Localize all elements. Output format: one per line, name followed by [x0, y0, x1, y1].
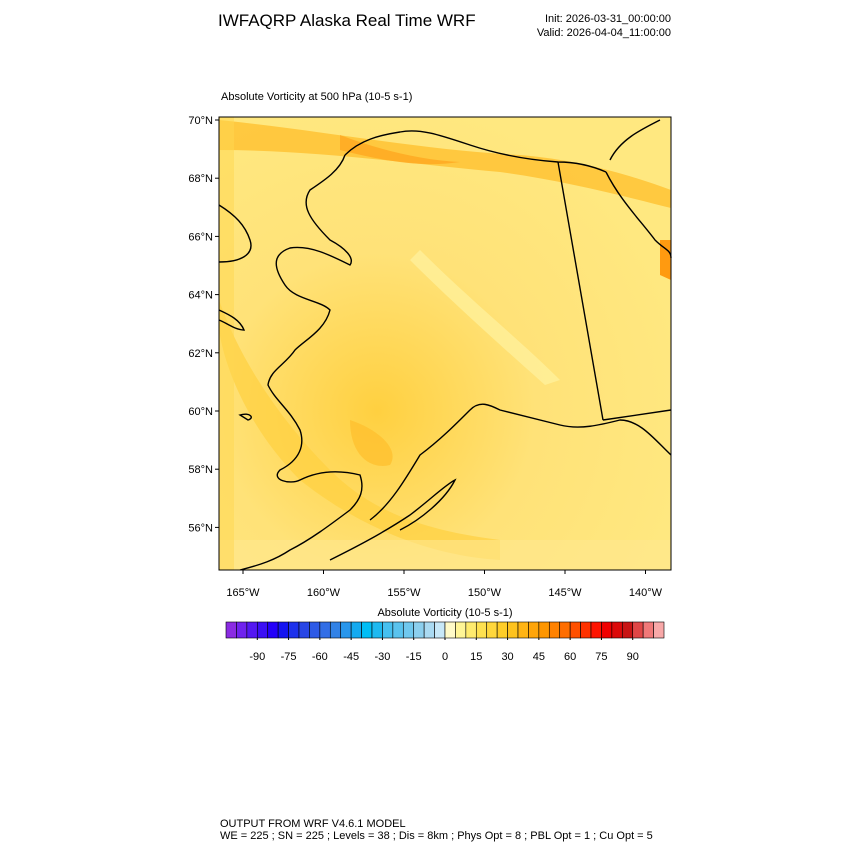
colorbar-box — [350, 621, 362, 639]
colorbar-box — [434, 621, 446, 639]
colorbar-box — [486, 621, 498, 639]
colorbar-box — [642, 621, 654, 639]
lon-label: 145°W — [548, 587, 582, 599]
colorbar-box — [569, 621, 581, 639]
colorbar-tick-label: 30 — [501, 651, 513, 663]
colorbar-box — [319, 621, 331, 639]
colorbar-box — [309, 621, 321, 639]
colorbar-box — [277, 621, 289, 639]
colorbar-tick-label: -30 — [374, 651, 390, 663]
colorbar-box — [517, 621, 529, 639]
colorbar-box — [590, 621, 602, 639]
coastlines — [218, 119, 672, 571]
map-frame — [218, 116, 672, 571]
colorbar-box — [392, 621, 404, 639]
colorbar-box — [580, 621, 592, 639]
colorbar-box — [288, 621, 300, 639]
colorbar-box — [528, 621, 540, 639]
colorbar-tick-label: 75 — [595, 651, 607, 663]
colorbar-box — [475, 621, 488, 639]
lon-label: 140°W — [629, 587, 663, 599]
map-field — [219, 117, 671, 570]
colorbar-box — [413, 621, 425, 639]
lon-label: 155°W — [387, 587, 421, 599]
colorbar-box — [455, 621, 467, 639]
colorbar-box — [559, 621, 571, 639]
colorbar-box — [507, 621, 519, 639]
colorbar-box — [611, 621, 623, 639]
colorbar-box — [423, 621, 435, 639]
colorbar-box — [361, 621, 373, 639]
colorbar-box — [538, 621, 550, 639]
colorbar-box — [465, 621, 477, 639]
colorbar-tick-label: 0 — [442, 651, 448, 663]
lat-label: 60°N — [188, 406, 213, 418]
colorbar-box — [653, 621, 665, 639]
colorbar-tick-label: -45 — [343, 651, 359, 663]
colorbar-box — [329, 621, 342, 639]
colorbar-box — [371, 621, 383, 639]
lat-label: 64°N — [188, 290, 213, 302]
colorbar-tick-label: 90 — [627, 651, 639, 663]
plot-subtitle: Absolute Vorticity at 500 hPa (10-5 s-1) — [221, 91, 412, 103]
colorbar-tick-label: 15 — [470, 651, 482, 663]
lat-label: 66°N — [188, 231, 213, 243]
title: IWFAQRP Alaska Real Time WRF — [218, 11, 476, 30]
colorbar-box — [267, 621, 279, 639]
colorbar-box — [632, 621, 644, 639]
valid-time: Valid: 2026-04-04_11:00:00 — [537, 27, 671, 39]
lat-label: 56°N — [188, 522, 213, 534]
colorbar-box — [236, 621, 248, 639]
colorbar-box — [548, 621, 561, 639]
init-time: Init: 2026-03-31_00:00:00 — [545, 13, 671, 25]
colorbar-box — [298, 621, 310, 639]
lat-label: 70°N — [188, 115, 213, 127]
lon-label: 165°W — [226, 587, 260, 599]
colorbar-box — [601, 621, 613, 639]
colorbar-label: Absolute Vorticity (10-5 s-1) — [377, 607, 512, 619]
lon-label: 160°W — [307, 587, 341, 599]
lat-label: 68°N — [188, 173, 213, 185]
colorbar-box — [256, 621, 269, 639]
colorbar-tick-label: -60 — [312, 651, 328, 663]
footer-line: OUTPUT FROM WRF V4.6.1 MODEL — [220, 818, 406, 830]
colorbar-tick-label: 45 — [533, 651, 545, 663]
lat-label: 62°N — [188, 348, 213, 360]
colorbar-tick-label: -75 — [281, 651, 297, 663]
colorbar-box — [444, 621, 456, 639]
colorbar-tick-label: -90 — [249, 651, 265, 663]
lat-label: 58°N — [188, 464, 213, 476]
lon-label: 150°W — [468, 587, 502, 599]
footer-line: WE = 225 ; SN = 225 ; Levels = 38 ; Dis … — [220, 830, 653, 842]
colorbar-box — [496, 621, 508, 639]
colorbar-tick-label: -15 — [406, 651, 422, 663]
colorbar-box — [402, 621, 415, 639]
colorbar-box — [225, 621, 237, 639]
colorbar-box — [382, 621, 394, 639]
colorbar-box — [340, 621, 352, 639]
colorbar-box — [246, 621, 258, 639]
colorbar-box — [621, 621, 634, 639]
colorbar-tick-label: 60 — [564, 651, 576, 663]
